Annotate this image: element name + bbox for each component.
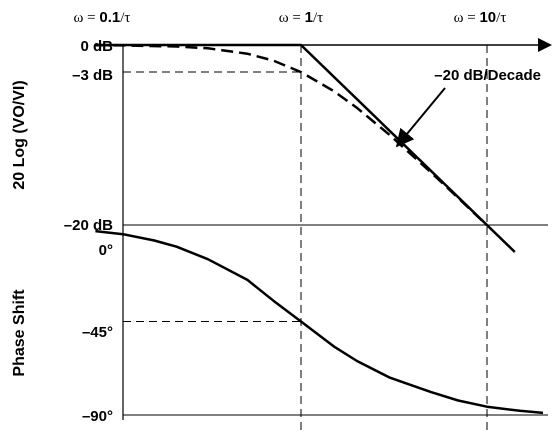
magnitude-axis-title: 20 Log (VO/VI)	[11, 80, 28, 189]
y-tick-label-minus20db: –20 dB	[64, 217, 113, 234]
curves	[95, 43, 544, 415]
magnitude-asymptote-line	[95, 43, 516, 253]
phase-axis-title: Phase Shift	[11, 289, 28, 377]
y-tick-label-0deg: 0°	[99, 242, 113, 259]
magnitude-actual-curve	[95, 43, 488, 227]
phase-curve	[95, 229, 544, 415]
x-axis-arrowhead	[538, 38, 552, 52]
y-tick-label-minus45deg: –45°	[82, 324, 113, 341]
slope-annotation-arrow	[395, 87, 446, 148]
slope-annotation: –20 dB/Decade	[434, 67, 541, 84]
x-tick-label-10: ω = 10/τ	[454, 9, 507, 26]
y-tick-label-minus3db: –3 dB	[72, 67, 113, 84]
x-tick-label-0.1: ω = 0.1/τ	[74, 9, 131, 26]
guide-lines	[123, 45, 488, 435]
x-tick-label-1: ω = 1/τ	[279, 9, 323, 26]
y-tick-label-0db: 0 dB	[80, 38, 113, 55]
y-tick-label-minus90deg: –90°	[82, 408, 113, 425]
